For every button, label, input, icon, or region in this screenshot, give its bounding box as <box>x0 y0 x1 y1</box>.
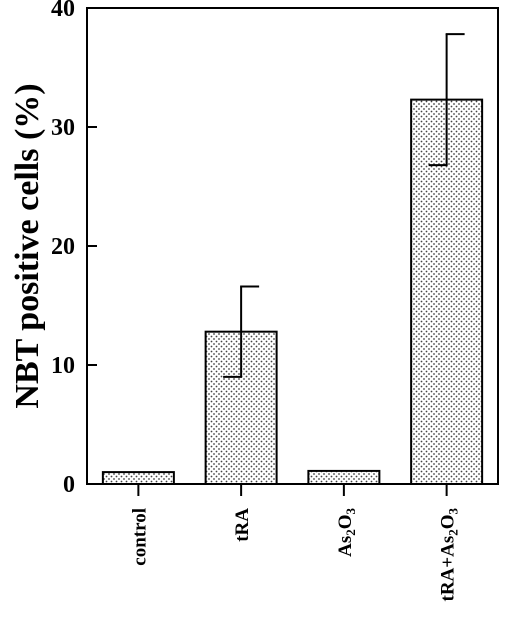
y-tick-label: 30 <box>51 115 75 141</box>
y-tick-label: 10 <box>51 353 75 379</box>
y-tick-label: 20 <box>51 234 75 260</box>
bar <box>101 471 175 486</box>
x-category-label: tRA <box>232 508 253 542</box>
y-tick-label: 0 <box>63 472 75 498</box>
x-axis-labels: control tRA As2O3 tRA+As2O3 <box>129 484 461 602</box>
x-category-label: control <box>129 508 150 566</box>
y-tick-label: 40 <box>51 0 75 22</box>
x-category-label: tRA+As2O3 <box>438 508 461 602</box>
bar <box>307 469 381 486</box>
x-category-label: As2O3 <box>335 508 358 557</box>
y-axis: 0 10 20 30 40 <box>51 0 97 498</box>
bars-group <box>101 33 484 486</box>
y-axis-title: NBT positive cells (%) <box>9 83 46 408</box>
